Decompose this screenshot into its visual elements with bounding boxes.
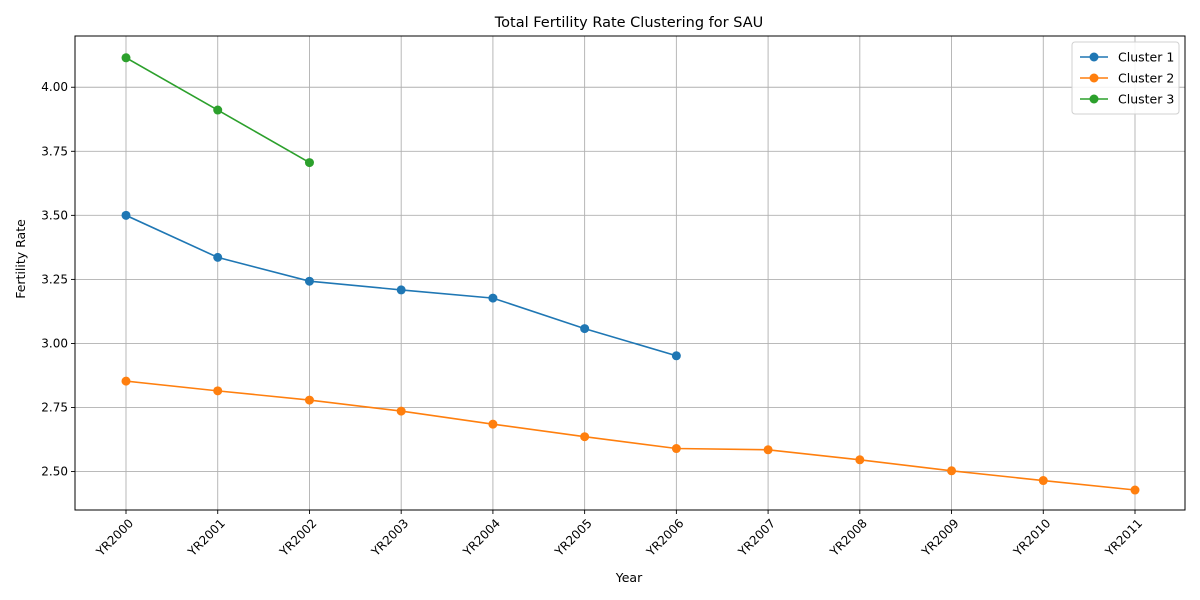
- y-tick-label: 2.75: [41, 401, 68, 415]
- data-point: [763, 445, 773, 455]
- legend-box: [1071, 41, 1180, 115]
- legend-marker: [1089, 94, 1099, 104]
- data-point: [947, 466, 957, 476]
- series-line: [125, 380, 1136, 491]
- data-point: [121, 376, 131, 386]
- x-axis-title: Year: [615, 570, 643, 585]
- data-point: [671, 444, 681, 454]
- data-point: [213, 252, 223, 262]
- legend-marker: [1089, 52, 1099, 62]
- y-tick-label: 3.75: [41, 144, 68, 158]
- data-point: [396, 406, 406, 416]
- data-point: [488, 419, 498, 429]
- data-point: [121, 53, 131, 63]
- data-point: [488, 293, 498, 303]
- legend-label: Cluster 3: [1118, 92, 1174, 107]
- data-point: [1130, 485, 1140, 495]
- data-point: [121, 210, 131, 220]
- data-point: [580, 432, 590, 442]
- grid-lines: [75, 36, 1185, 510]
- data-point: [304, 276, 314, 286]
- series-lines: [121, 53, 1140, 495]
- data-point: [213, 386, 223, 396]
- legend: Cluster 1 Cluster 2 Cluster 3: [1071, 41, 1180, 115]
- chart-title: Total Fertility Rate Clustering for SAU: [494, 15, 763, 31]
- plot-area-frame: [74, 35, 1186, 511]
- y-tick-label: 2.50: [41, 465, 68, 479]
- data-point: [304, 158, 314, 168]
- legend-marker: [1089, 73, 1099, 83]
- data-point: [396, 285, 406, 295]
- legend-label: Cluster 2: [1118, 71, 1174, 86]
- data-point: [855, 455, 865, 465]
- data-point: [213, 105, 223, 115]
- legend-label: Cluster 1: [1118, 50, 1174, 65]
- data-point: [671, 351, 681, 361]
- data-point: [1038, 476, 1048, 486]
- data-point: [580, 324, 590, 334]
- y-axis-ticks: 2.50 2.75 3.00 3.25 3.50 3.75 4.00: [41, 80, 75, 479]
- y-tick-label: 3.00: [41, 336, 68, 350]
- y-tick-label: 3.25: [41, 272, 68, 286]
- data-point: [304, 395, 314, 405]
- y-tick-label: 3.50: [41, 208, 68, 222]
- y-axis-title: Fertility Rate: [13, 219, 28, 299]
- y-tick-label: 4.00: [41, 80, 68, 94]
